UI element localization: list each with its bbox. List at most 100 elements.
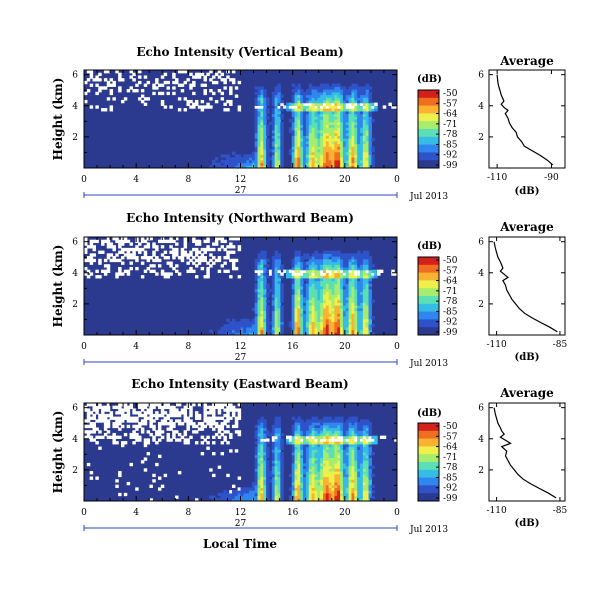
data-gap-cell	[95, 240, 98, 243]
data-gap-cell	[107, 430, 110, 433]
data-gap-cell	[169, 262, 172, 265]
average-x-tick-label: -110	[486, 340, 506, 350]
data-gap-cell	[238, 81, 241, 84]
y-axis-label: Height (km)	[51, 245, 65, 328]
x-tick-label: 8	[185, 175, 191, 185]
heatmap-cell	[266, 447, 269, 450]
heatmap-cell	[266, 305, 269, 308]
data-gap-cell	[147, 438, 150, 441]
data-gap-cell	[158, 455, 161, 458]
data-gap-cell	[186, 78, 189, 81]
data-gap-cell	[226, 474, 229, 477]
data-gap-cell	[152, 474, 155, 477]
data-gap-cell	[192, 270, 195, 273]
data-gap-cell	[95, 270, 98, 273]
heatmap-cell	[371, 119, 374, 122]
heatmap-cell	[280, 100, 283, 103]
y-tick-label: 4	[72, 269, 78, 279]
data-gap-cell	[135, 256, 138, 259]
x-tick-label: 20	[339, 342, 351, 352]
average-profile: 642-110-90	[478, 70, 565, 183]
data-gap-cell	[130, 267, 133, 270]
data-gap-cell	[218, 466, 221, 469]
data-gap-cell	[178, 471, 181, 474]
heatmap-cell	[374, 436, 377, 439]
data-gap-cell	[158, 259, 161, 262]
data-gap-cell	[167, 86, 170, 89]
x-tick-label: 4	[133, 342, 139, 352]
heatmap-cell	[263, 251, 266, 254]
data-gap-cell	[198, 414, 201, 417]
data-gap-cell	[101, 251, 104, 254]
heatmap-cell	[369, 92, 372, 95]
heatmap-cell	[369, 422, 372, 425]
y-tick-label: 2	[72, 133, 78, 143]
data-gap-cell	[130, 463, 133, 466]
y-tick-label: 6	[72, 71, 78, 81]
data-gap-cell	[235, 86, 238, 89]
data-gap-cell	[141, 262, 144, 265]
heatmap-cell	[280, 433, 283, 436]
heatmap-cell	[215, 157, 218, 160]
data-gap-cell	[229, 100, 232, 103]
data-gap-cell	[130, 242, 133, 245]
data-gap-cell	[95, 441, 98, 444]
data-gap-cell	[110, 89, 113, 92]
data-gap-cell	[212, 441, 215, 444]
data-gap-cell	[158, 264, 161, 267]
data-gap-cell	[238, 408, 241, 411]
data-gap-cell	[221, 452, 224, 455]
data-gap-cell	[209, 105, 212, 108]
data-gap-cell	[184, 108, 187, 111]
y-axis-label: Height (km)	[51, 78, 65, 161]
data-gap-cell	[164, 105, 167, 108]
data-gap-cell	[130, 262, 133, 265]
data-gap-cell	[98, 259, 101, 262]
data-gap-cell	[141, 428, 144, 431]
data-gap-cell	[223, 86, 226, 89]
data-gap-cell	[90, 105, 93, 108]
heatmap-cell	[371, 496, 374, 499]
data-gap-cell	[124, 493, 127, 496]
data-gap-cell	[221, 92, 224, 95]
average-y-tick-label: 6	[478, 238, 484, 248]
data-gap-cell	[124, 97, 127, 100]
colorbar: -50-57-64-71-78-85-92-99	[418, 89, 458, 171]
data-gap-cell	[223, 436, 226, 439]
x-tick-label: 0	[81, 342, 87, 352]
colorbar-tick-label: -71	[443, 120, 458, 130]
data-gap-cell	[172, 86, 175, 89]
heatmap-cell	[280, 95, 283, 98]
data-gap-cell	[383, 436, 386, 439]
data-gap-cell	[144, 75, 147, 78]
data-gap-cell	[98, 430, 101, 433]
data-gap-cell	[172, 92, 175, 95]
average-x-tick-label: -110	[487, 173, 507, 183]
heatmap-cell	[280, 452, 283, 455]
data-gap-cell	[127, 482, 130, 485]
data-gap-cell	[178, 272, 181, 275]
colorbar-tick-label: -57	[443, 266, 458, 276]
data-gap-cell	[147, 452, 150, 455]
data-gap-cell	[98, 275, 101, 278]
data-gap-cell	[87, 463, 90, 466]
heatmap-cell	[280, 114, 283, 117]
data-gap-cell	[161, 245, 164, 248]
average-xlabel: (dB)	[515, 186, 540, 197]
x-tick-label: 20	[339, 175, 351, 185]
data-gap-cell	[84, 100, 87, 103]
heatmap-cell	[266, 259, 269, 262]
data-gap-cell	[98, 78, 101, 81]
x-tick-label: 0	[394, 508, 400, 518]
heatmap-cell	[371, 474, 374, 477]
data-gap-cell	[144, 251, 147, 254]
data-gap-cell	[212, 452, 215, 455]
data-gap-cell	[155, 272, 158, 275]
data-gap-cell	[158, 477, 161, 480]
data-gap-cell	[204, 89, 207, 92]
data-gap-cell	[209, 97, 212, 100]
data-gap-cell	[238, 430, 241, 433]
y-tick-label: 4	[72, 102, 78, 112]
data-gap-cell	[232, 485, 235, 488]
x-tick-label: 4	[133, 508, 139, 518]
